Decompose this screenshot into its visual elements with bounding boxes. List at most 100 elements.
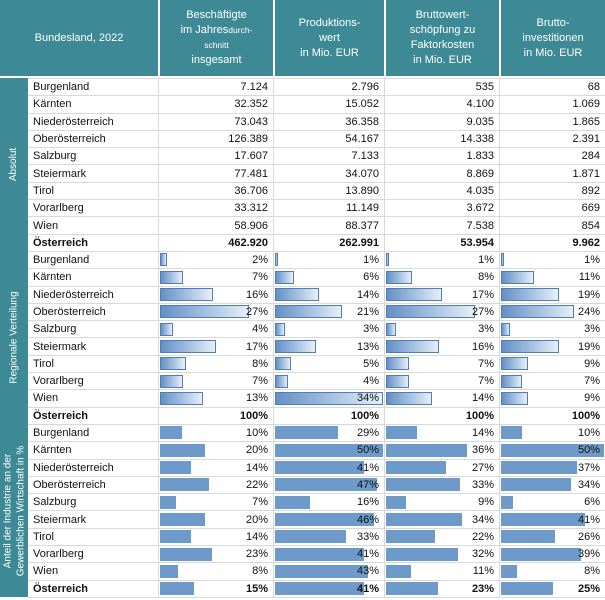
- row-label: Steiermark: [33, 340, 87, 353]
- table-row: Steiermark 20% 46% 34% 41%: [28, 511, 605, 529]
- cell-value: 1%: [363, 254, 379, 267]
- gradient-data-bar: [275, 305, 342, 319]
- row-label: Österreich: [33, 582, 89, 595]
- value-cell: 854: [499, 217, 605, 234]
- column-headers: Beschäftigte im Jahresdurch-schnitt insges…: [158, 0, 605, 76]
- cell-value: 462.920: [228, 236, 268, 249]
- cell-value: 50%: [577, 444, 600, 457]
- cell-value: 7.124: [240, 81, 268, 94]
- value-cell: 54.167: [273, 130, 384, 148]
- table-row: Burgenland 7.124 2.796 535 68: [28, 79, 605, 97]
- cell-value: 4.100: [466, 98, 494, 111]
- value-cell: 53.954: [384, 234, 499, 251]
- cell-value: 2.796: [351, 81, 379, 94]
- row-label: Vorarlberg: [33, 375, 84, 388]
- table-row: Vorarlberg 23% 41% 32% 39%: [28, 546, 605, 564]
- value-cell: 8%: [158, 563, 273, 580]
- value-cell: 32.352: [158, 96, 273, 113]
- cell-value: 669: [581, 202, 600, 215]
- cell-value: 36%: [471, 444, 494, 457]
- column-header-produktionswert: Produktions-wert in Mio. EUR: [273, 0, 384, 76]
- cell-value: 23%: [245, 548, 268, 561]
- cell-value: 7%: [252, 271, 268, 284]
- value-cell: 73.043: [158, 113, 273, 130]
- gradient-data-bar: [275, 339, 316, 353]
- value-cell: 1%: [384, 251, 499, 269]
- value-cell: 7.133: [273, 148, 384, 165]
- section-label-anteil-industrie: Anteil der Industrie an der Gewerblichen …: [2, 445, 27, 576]
- column-header-bruttoinvestitionen: Brutto-investitionen in Mio. EUR: [499, 0, 605, 76]
- cell-value: 11%: [578, 271, 600, 284]
- cell-value: 41%: [356, 461, 379, 474]
- value-cell: 36.358: [273, 113, 384, 130]
- cell-value: 41%: [356, 582, 379, 595]
- cell-value: 34%: [356, 392, 379, 405]
- value-cell: 32%: [384, 546, 499, 563]
- table-row: Burgenland 2% 1% 1% 1%: [28, 251, 605, 270]
- cell-value: 13%: [245, 392, 268, 405]
- table-row: Niederösterreich 16% 14% 17% 19%: [28, 286, 605, 304]
- cell-value: 100%: [571, 409, 600, 422]
- value-cell: 2.796: [273, 79, 384, 96]
- row-label: Kärnten: [33, 271, 72, 284]
- solid-data-bar: [386, 512, 462, 526]
- cell-value: 68: [587, 81, 600, 94]
- cell-value: 19%: [577, 288, 600, 301]
- value-cell: 100%: [384, 407, 499, 424]
- solid-data-bar: [501, 564, 517, 578]
- cell-value: 54.167: [345, 133, 379, 146]
- table-row: Vorarlberg 33.312 11.149 3.672 669: [28, 200, 605, 218]
- cell-value: 262.991: [339, 236, 379, 249]
- row-label: Tirol: [33, 184, 54, 197]
- cell-value: 1.069: [572, 98, 600, 111]
- value-cell: 16%: [158, 286, 273, 303]
- value-cell: 23%: [384, 580, 499, 597]
- value-cell: 19%: [499, 286, 605, 303]
- value-cell: 20%: [158, 442, 273, 459]
- cell-value: 58.906: [234, 219, 268, 232]
- solid-data-bar: [275, 495, 310, 509]
- value-cell: 4.100: [384, 96, 499, 113]
- table-row: Wien 58.906 88.377 7.538 854: [28, 217, 605, 235]
- cell-value: 7%: [478, 375, 494, 388]
- row-label: Steiermark: [33, 513, 87, 526]
- value-cell: 77.481: [158, 165, 273, 182]
- cell-value: 5%: [363, 357, 379, 370]
- table-row: Burgenland 10% 29% 14% 10%: [28, 424, 605, 443]
- solid-data-bar: [160, 478, 209, 492]
- cell-value: 1%: [478, 254, 494, 267]
- value-cell: 41%: [273, 580, 384, 597]
- cell-value: 7%: [252, 496, 268, 509]
- value-cell: 1.069: [499, 96, 605, 113]
- cell-value: 32.352: [234, 98, 268, 111]
- value-cell: 14%: [384, 424, 499, 442]
- value-cell: 4%: [158, 321, 273, 338]
- table-row: Niederösterreich 73.043 36.358 9.035 1.865: [28, 113, 605, 131]
- gradient-data-bar: [386, 288, 442, 302]
- value-cell: 47%: [273, 476, 384, 494]
- gradient-data-bar: [501, 339, 559, 353]
- value-cell: 27%: [158, 303, 273, 321]
- row-label: Salzburg: [33, 323, 77, 336]
- row-label: Vorarlberg: [33, 202, 84, 215]
- cell-value: 9.962: [572, 236, 600, 249]
- gradient-data-bar: [501, 288, 559, 302]
- gradient-data-bar: [501, 253, 504, 267]
- value-cell: 17%: [384, 286, 499, 303]
- gradient-data-bar: [501, 322, 510, 336]
- row-label: Niederösterreich: [33, 115, 114, 128]
- table-row: Österreich 15% 41% 23% 25%: [28, 580, 605, 598]
- value-cell: 892: [499, 182, 605, 200]
- value-cell: 22%: [158, 476, 273, 494]
- cell-value: 7%: [252, 375, 268, 388]
- solid-data-bar: [501, 478, 571, 492]
- value-cell: 39%: [499, 546, 605, 563]
- table-row: Niederösterreich 14% 41% 27% 37%: [28, 459, 605, 477]
- value-cell: 25%: [499, 580, 605, 597]
- solid-data-bar: [501, 461, 577, 475]
- table-row: Salzburg 17.607 7.133 1.833 284: [28, 148, 605, 166]
- row-label: Burgenland: [33, 427, 90, 440]
- value-cell: 17.607: [158, 148, 273, 165]
- table-body: Burgenland 7.124 2.796 535 68 Kärnten 32.352 15…: [28, 78, 605, 598]
- cell-value: 16%: [245, 288, 268, 301]
